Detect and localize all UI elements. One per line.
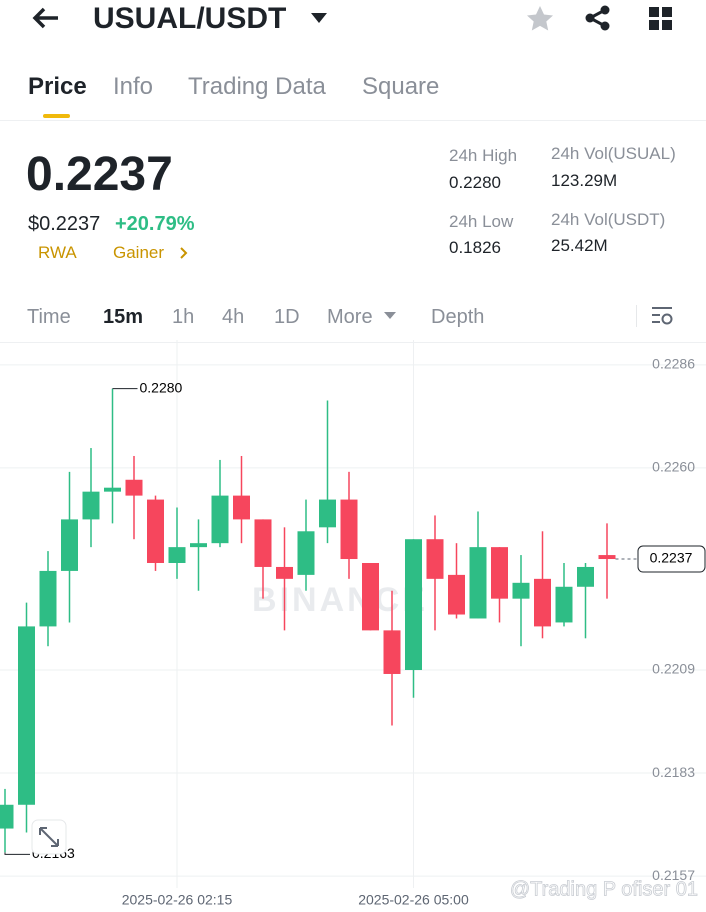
credit: @Trading P ofiser 01 xyxy=(510,878,698,900)
tab[interactable]: Square xyxy=(362,73,440,100)
expand-arrows xyxy=(39,827,59,847)
candle-body xyxy=(276,566,293,579)
share-icon[interactable] xyxy=(584,5,612,31)
y-tick-label: 0.2183 xyxy=(652,764,695,780)
candle-body xyxy=(168,547,186,563)
candle-body xyxy=(319,499,336,528)
stat-label: 24h Low xyxy=(449,212,514,231)
tag[interactable]: Gainer xyxy=(113,243,165,262)
interval[interactable]: 4h xyxy=(222,306,245,328)
candle-body xyxy=(61,519,78,571)
pair-caret xyxy=(311,13,327,23)
stat-value: 25.42M xyxy=(551,236,608,255)
tab[interactable]: Info xyxy=(113,73,154,100)
interval[interactable]: More xyxy=(327,306,373,328)
y-tick-label: 0.2157 xyxy=(652,867,695,883)
candle-body xyxy=(0,804,14,829)
stat-value: 0.1826 xyxy=(449,238,501,257)
stat-value: 0.2280 xyxy=(449,173,501,192)
divider xyxy=(0,342,706,343)
candle-body xyxy=(297,531,315,575)
star-icon[interactable] xyxy=(526,5,554,31)
candle-body xyxy=(512,582,530,599)
candle-body xyxy=(534,578,551,627)
stat-label: 24h Vol(USDT) xyxy=(551,210,666,229)
interval[interactable]: 1h xyxy=(172,306,195,328)
divider xyxy=(636,305,637,327)
candle-body xyxy=(233,495,250,520)
x-tick-label: 2025-02-26 05:00 xyxy=(358,892,469,908)
candle-body xyxy=(577,566,594,587)
tag-chevron xyxy=(180,247,188,259)
candle-body xyxy=(190,543,207,548)
candle-body xyxy=(555,586,573,623)
annotation-high: 0.2280 xyxy=(140,379,183,395)
back[interactable] xyxy=(30,4,62,37)
candle-body xyxy=(362,562,379,631)
candle-body xyxy=(104,487,121,492)
stat-label: 24h High xyxy=(449,146,518,165)
candle-body xyxy=(254,519,272,567)
y-tick-label: 0.2260 xyxy=(652,459,695,475)
candle-body xyxy=(383,630,401,674)
candle-body xyxy=(211,495,229,544)
candle-body xyxy=(340,499,358,560)
y-tick-label: 0.2286 xyxy=(652,356,695,372)
tag[interactable]: RWA xyxy=(38,243,77,262)
more-caret xyxy=(384,312,396,319)
expand-icon xyxy=(31,819,67,855)
y-tick-label: 0.2209 xyxy=(652,661,695,677)
candle-body xyxy=(39,570,57,627)
last-price-box xyxy=(637,545,706,573)
candle-body xyxy=(491,547,508,599)
divider xyxy=(0,120,706,121)
stat-label: 24h Vol(USUAL) xyxy=(551,144,676,163)
interval[interactable]: Depth xyxy=(431,306,485,328)
candle-body xyxy=(598,555,616,560)
candle-body xyxy=(147,499,164,563)
candlestick-chart: BINANCE 0.2286 0.2260 0.2209 0.2183 0.2157 202… xyxy=(0,340,706,908)
usd-price: $0.2237 xyxy=(28,213,101,235)
pair-title[interactable]: USUAL/USDT xyxy=(93,2,287,35)
stat-value: 123.29M xyxy=(551,171,618,190)
last-price-label: 0.2237 xyxy=(650,550,693,566)
back-icon xyxy=(32,7,58,29)
tab[interactable]: Trading Data xyxy=(188,73,326,100)
candle-body xyxy=(469,547,487,619)
interval[interactable]: 15m xyxy=(103,306,144,328)
candle-body xyxy=(82,491,100,520)
last-price: 0.2237 xyxy=(26,148,173,201)
settings-icon[interactable] xyxy=(651,305,675,327)
candle-body xyxy=(426,539,444,579)
candle-body xyxy=(125,479,143,496)
interval[interactable]: 1D xyxy=(274,306,300,328)
x-tick-label: 2025-02-26 02:15 xyxy=(122,892,233,908)
candle-body xyxy=(405,539,422,671)
watermark: BINANCE xyxy=(252,581,428,619)
tab[interactable]: Price xyxy=(28,73,87,100)
price-change: +20.79% xyxy=(115,213,195,235)
candle-body xyxy=(18,626,35,805)
annotation-line xyxy=(4,852,30,855)
interval[interactable]: Time xyxy=(27,306,71,328)
candle-body xyxy=(448,574,465,615)
tab-indicator xyxy=(43,114,70,118)
grid-icon[interactable] xyxy=(649,7,673,31)
